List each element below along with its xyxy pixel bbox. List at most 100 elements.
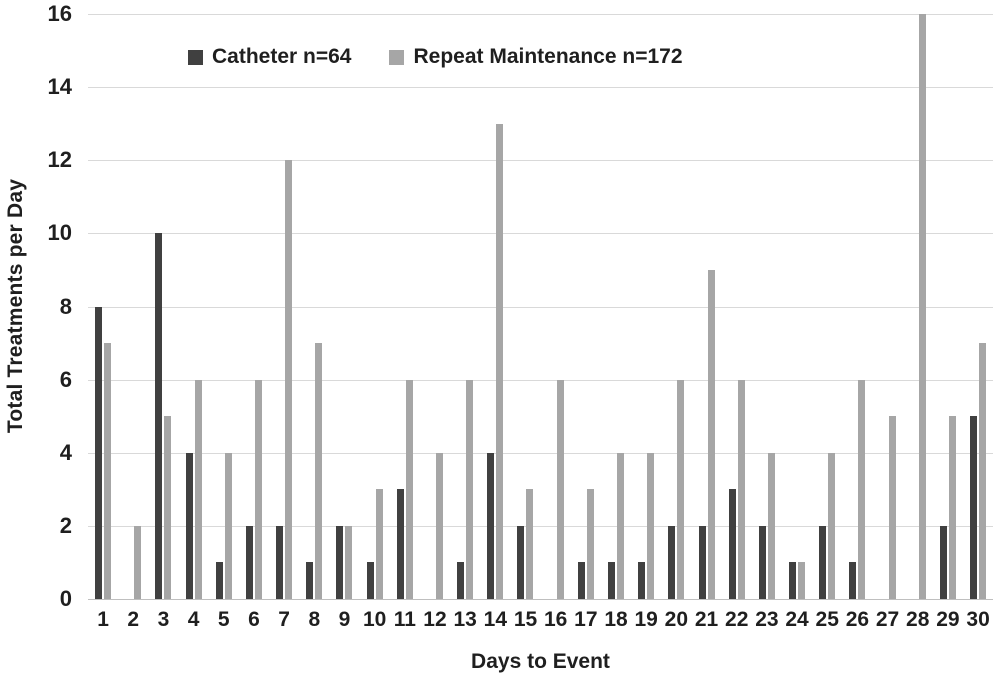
- bar: [608, 562, 615, 599]
- x-tick-label-18: 18: [604, 608, 628, 631]
- x-tick-label-15: 15: [513, 608, 538, 631]
- y-tick-label-12: 12: [47, 147, 72, 173]
- bar-group-day-9: [329, 14, 359, 599]
- y-tick-label-0: 0: [59, 586, 72, 611]
- bar: [215, 562, 223, 599]
- y-tick-label-8: 8: [59, 293, 72, 319]
- x-tick-label-9: 9: [338, 608, 351, 631]
- bar: [185, 452, 193, 599]
- x-tick-label-12: 12: [423, 608, 447, 631]
- x-tick-label-13: 13: [453, 608, 477, 631]
- x-tick-label-25: 25: [815, 608, 839, 631]
- bar-group-day-8: [299, 14, 329, 599]
- gridline-12: [88, 160, 993, 162]
- bar-group-day-2: [118, 14, 148, 599]
- bar: [828, 452, 836, 599]
- gridline-2: [88, 525, 993, 527]
- bar-group-day-10: [360, 14, 390, 599]
- x-tick-label-8: 8: [308, 608, 321, 631]
- bar: [435, 452, 443, 599]
- bar: [918, 14, 926, 599]
- x-tick-label-16: 16: [543, 608, 568, 631]
- bar-group-day-4: [179, 14, 209, 599]
- bar: [155, 233, 163, 599]
- gridline-6: [88, 379, 993, 381]
- bar: [245, 525, 253, 599]
- bar-group-day-17: [571, 14, 601, 599]
- bar: [767, 452, 775, 599]
- x-tick-label-21: 21: [694, 608, 719, 631]
- y-tick-label-16: 16: [47, 1, 72, 26]
- x-tick-label-30: 30: [966, 608, 990, 631]
- bar: [366, 562, 374, 599]
- gridline-14: [88, 87, 993, 89]
- bar-group-day-22: [722, 14, 752, 599]
- bar: [707, 269, 715, 599]
- bar-group-day-3: [148, 14, 178, 599]
- bar: [345, 525, 353, 599]
- bar: [970, 416, 978, 599]
- bar-group-day-16: [541, 14, 571, 599]
- bar: [647, 452, 655, 599]
- bar: [789, 562, 797, 599]
- bar: [396, 489, 404, 599]
- x-tick-label-23: 23: [755, 608, 779, 631]
- y-tick-label-4: 4: [59, 439, 72, 465]
- x-tick-label-22: 22: [725, 608, 749, 631]
- bar: [487, 452, 495, 599]
- bar-group-day-5: [209, 14, 239, 599]
- x-tick-label-28: 28: [906, 608, 930, 631]
- y-tick-label-14: 14: [47, 74, 72, 100]
- x-tick-label-26: 26: [845, 608, 870, 631]
- y-tick-label-10: 10: [47, 220, 72, 246]
- x-axis-tick-labels: 1 2 3 4 5 6 7 8 9 10 11 12 13 14 15 16 17 18 19 20 21 22 23 24 2…: [88, 608, 993, 632]
- bar: [728, 489, 736, 599]
- bars-row: [88, 14, 993, 599]
- gridline-0: [88, 599, 993, 600]
- bar: [979, 343, 987, 599]
- legend-label-repeat-maintenance: Repeat Maintenance n=172: [413, 45, 683, 68]
- bar-group-day-13: [450, 14, 480, 599]
- x-tick-label-1: 1: [97, 608, 109, 631]
- x-tick-label-2: 2: [127, 608, 140, 631]
- x-tick-label-5: 5: [217, 608, 230, 631]
- bar: [737, 379, 745, 599]
- catheter-swatch-icon: [188, 49, 203, 65]
- x-tick-label-3: 3: [157, 608, 170, 631]
- bar: [457, 562, 465, 599]
- legend-item-catheter: Catheter n=64: [188, 45, 351, 69]
- bar-group-day-24: [782, 14, 812, 599]
- legend: Catheter n=64 Repeat Maintenance n=172: [188, 45, 683, 69]
- bar: [306, 562, 314, 599]
- bar: [668, 525, 676, 599]
- x-tick-label-6: 6: [248, 608, 260, 631]
- bar: [798, 562, 806, 599]
- bar-group-day-19: [631, 14, 661, 599]
- bar: [586, 489, 594, 599]
- x-tick-label-24: 24: [785, 608, 809, 631]
- bar-group-day-27: [872, 14, 902, 599]
- x-tick-label-7: 7: [278, 608, 290, 631]
- bar: [104, 343, 112, 599]
- bar: [405, 379, 413, 599]
- bar: [375, 489, 383, 599]
- bar-group-day-25: [812, 14, 842, 599]
- bar-group-day-1: [88, 14, 118, 599]
- bar-group-day-12: [420, 14, 450, 599]
- bar-group-day-14: [480, 14, 510, 599]
- bar: [164, 416, 172, 599]
- y-axis-tick-labels: 0 2 4 6 8 10 12 14 16: [0, 1, 72, 611]
- bar: [254, 379, 262, 599]
- x-axis-title: Days to Event: [471, 650, 610, 673]
- bar: [336, 525, 344, 599]
- bar: [95, 306, 103, 599]
- bar: [698, 525, 706, 599]
- bar: [556, 379, 564, 599]
- bar: [617, 452, 624, 599]
- bar-group-day-30: [963, 14, 993, 599]
- bar-group-day-28: [903, 14, 933, 599]
- gridline-4: [88, 452, 993, 454]
- bar-group-day-15: [510, 14, 540, 599]
- bar: [496, 123, 504, 599]
